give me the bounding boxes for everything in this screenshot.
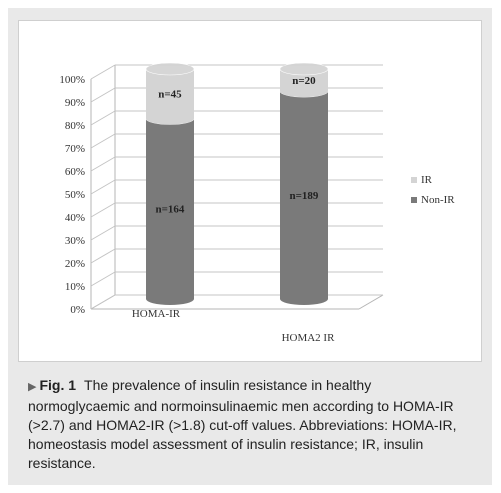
legend-label: Non-IR	[421, 194, 455, 206]
y-tick-label: 60%	[65, 166, 85, 178]
bar-segment-non-ir	[280, 91, 328, 305]
x-tick-label: HOMA-IR	[132, 308, 181, 320]
y-tick-label: 0%	[70, 304, 85, 316]
data-label: n=189	[290, 190, 319, 202]
bar-segment-non-ir	[146, 118, 194, 305]
gridline-side	[90, 294, 116, 310]
gridline-side	[90, 179, 116, 195]
figure-label: Fig. 1	[39, 377, 77, 393]
y-tick-label: 40%	[65, 212, 85, 224]
gridline-side	[90, 202, 116, 218]
caption-text: The prevalence of insulin resistance in …	[28, 377, 457, 471]
legend-swatch-ir	[411, 177, 417, 183]
gridline-side	[90, 64, 116, 80]
y-tick-label: 70%	[65, 143, 85, 155]
y-tick-label: 10%	[65, 281, 85, 293]
gridline-side	[90, 110, 116, 126]
y-tick-label: 20%	[65, 258, 85, 270]
gridline-side	[90, 87, 116, 103]
y-tick-label: 100%	[59, 74, 85, 86]
bar-segment-ir	[280, 69, 328, 98]
legend-label: IR	[421, 174, 433, 186]
figure-caption: ▶ Fig. 1 The prevalence of insulin resista…	[28, 376, 468, 473]
gridline-side	[90, 225, 116, 241]
legend-swatch-non-ir	[411, 197, 417, 203]
data-label: n=20	[292, 75, 316, 87]
bar-top-ir	[279, 62, 329, 76]
figure-panel: 0% 10% 20% 30% 40% 50% 60% 70% 80% 90% 100% n=164 n=…	[8, 8, 492, 485]
y-tick-label: 30%	[65, 235, 85, 247]
gridline-side	[90, 133, 116, 149]
gridline-side	[90, 248, 116, 264]
floor-right-edge	[358, 294, 384, 310]
bar-segment-ir	[146, 69, 194, 125]
y-tick-label: 50%	[65, 189, 85, 201]
prevalence-chart: 0% 10% 20% 30% 40% 50% 60% 70% 80% 90% 100% n=164 n=…	[59, 62, 455, 344]
caption-marker-icon: ▶	[28, 381, 37, 393]
chart-area: 0% 10% 20% 30% 40% 50% 60% 70% 80% 90% 100% n=164 n=…	[18, 20, 482, 362]
gridline-side	[90, 156, 116, 172]
x-tick-label: HOMA2 IR	[282, 332, 336, 344]
gridline-side	[90, 271, 116, 287]
bar-top-ir	[145, 62, 195, 76]
y-tick-label: 90%	[65, 97, 85, 109]
y-tick-label: 80%	[65, 120, 85, 132]
data-label: n=45	[158, 89, 182, 101]
data-label: n=164	[156, 204, 185, 216]
